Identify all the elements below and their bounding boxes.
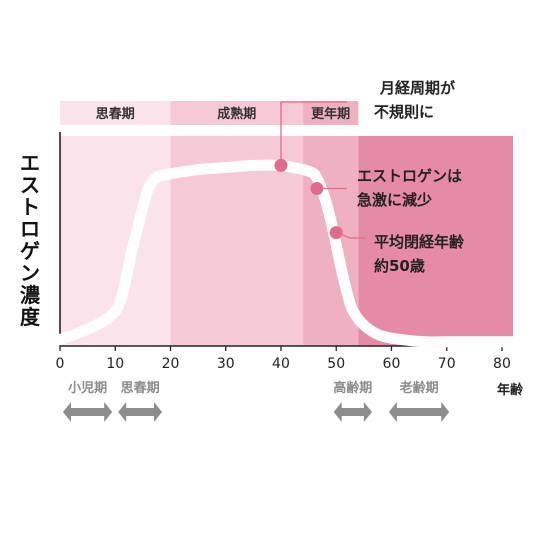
phase-label: 思春期 — [96, 106, 135, 122]
life-stage-arrow — [63, 402, 113, 422]
annotation-text: 平均閉経年齢 — [374, 233, 465, 251]
y-axis-label-char: ト — [20, 195, 40, 219]
phase-gap — [170, 125, 304, 136]
phase-header — [60, 101, 171, 125]
life-stage-label: 老齢期 — [399, 380, 439, 396]
x-tick-label: 70 — [438, 356, 456, 372]
y-axis-label-char: ロ — [20, 217, 40, 241]
phase-gap — [60, 125, 171, 136]
life-stage-arrow — [388, 402, 450, 422]
y-axis-label-char: ス — [20, 173, 40, 197]
life-stage-label: 高齢期 — [333, 380, 372, 396]
y-axis-label-char: 度 — [20, 305, 41, 329]
x-tick-label: 60 — [383, 356, 401, 372]
x-axis-label: 年齢 — [497, 382, 524, 398]
phase-band — [358, 136, 513, 346]
life-stage-arrow — [333, 402, 372, 422]
x-tick-label: 50 — [327, 356, 345, 372]
phase-gap — [303, 125, 359, 136]
annotation-marker — [310, 182, 324, 195]
annotation-marker — [329, 226, 343, 240]
y-axis-label-char: エ — [20, 151, 40, 175]
y-axis-label-char: ン — [20, 261, 40, 285]
x-tick-label: 20 — [162, 356, 180, 372]
annotation-marker — [274, 158, 288, 172]
annotation-text: 約50歳 — [374, 257, 425, 275]
phase-label: 成熟期 — [217, 106, 256, 122]
y-axis-label-char: 濃 — [20, 283, 41, 307]
phase-header — [303, 101, 359, 125]
x-tick-label: 10 — [106, 356, 124, 372]
y-axis-label-char: ゲ — [20, 239, 40, 263]
phase-label: 更年期 — [311, 106, 350, 122]
x-tick-label: 80 — [493, 356, 511, 372]
axes: 0 10 20 30 40 50 60 70 80 年齢 — [56, 132, 524, 398]
annotation-text: 月経周期が — [379, 79, 456, 97]
annotation-text: 急激に減少 — [357, 191, 432, 209]
x-tick-label: 40 — [272, 356, 290, 372]
annotation-text: 不規則に — [374, 103, 434, 121]
life-stages: 小児期 思春期 高齢期 老齢期 — [63, 380, 450, 422]
annotation-text: エストロゲンは — [357, 167, 462, 185]
life-stage-label: 思春期 — [121, 380, 160, 396]
life-stage-label: 小児期 — [68, 381, 107, 396]
estrogen-curve — [54, 159, 519, 348]
life-stage-arrow — [118, 402, 162, 422]
x-tick-label: 30 — [217, 356, 235, 372]
annotation-leader — [280, 101, 347, 166]
curve-layer — [54, 159, 519, 348]
phase-headers: 思春期 成熟期 更年期 — [60, 101, 359, 125]
x-tick-label: 0 — [56, 356, 65, 372]
